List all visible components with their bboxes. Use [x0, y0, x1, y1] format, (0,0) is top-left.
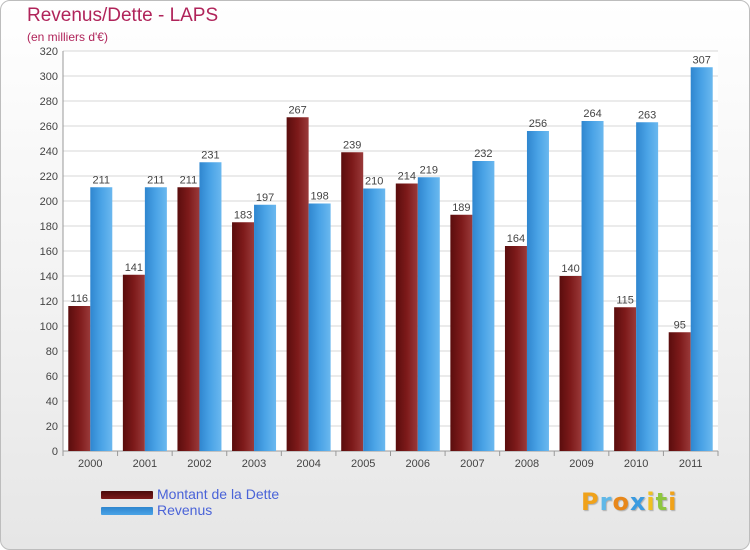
x-tick-label: 2000 [78, 458, 102, 470]
bar-debt-2001 [122, 274, 145, 451]
y-tick-label: 300 [40, 71, 58, 83]
data-label-debt: 164 [507, 233, 525, 245]
bar-revenue-2002 [199, 162, 222, 451]
bar-debt-2011 [668, 332, 691, 451]
x-tick-label: 2005 [351, 458, 375, 470]
y-tick-label: 240 [40, 146, 58, 158]
data-label-revenue: 232 [474, 148, 492, 160]
bar-debt-2005 [341, 152, 364, 451]
bar-debt-2000 [68, 306, 91, 451]
y-tick-label: 220 [40, 171, 58, 183]
data-label-debt: 189 [452, 202, 470, 214]
legend-swatch-debt [101, 491, 153, 499]
y-tick-label: 0 [52, 446, 58, 458]
x-tick-label: 2007 [460, 458, 484, 470]
data-label-debt: 214 [398, 171, 416, 183]
bar-revenue-2005 [363, 188, 386, 451]
bar-debt-2007 [450, 214, 473, 451]
brand-letter: i [646, 488, 656, 516]
chart-subtitle: (en milliers d'€) [27, 30, 108, 44]
data-label-debt: 267 [288, 104, 306, 116]
brand-letter: r [599, 488, 613, 516]
data-label-debt: 116 [71, 293, 89, 305]
legend-label-revenue: Revenus [157, 502, 213, 518]
bar-debt-2010 [614, 307, 637, 451]
brand-letter: i [668, 488, 678, 516]
data-label-debt: 183 [234, 209, 252, 221]
bar-revenue-2001 [144, 187, 167, 451]
y-tick-label: 180 [40, 221, 58, 233]
brand-letter: x [629, 488, 647, 516]
y-tick-label: 40 [46, 396, 58, 408]
bar-debt-2003 [232, 222, 255, 451]
bar-revenue-2009 [581, 121, 604, 451]
y-tick-label: 120 [40, 296, 58, 308]
data-label-revenue: 198 [310, 191, 328, 203]
chart-title: Revenus/Dette - LAPS [27, 5, 219, 26]
y-tick-label: 260 [40, 121, 58, 133]
y-tick-label: 140 [40, 271, 58, 283]
bar-debt-2004 [286, 117, 309, 451]
y-tick-label: 100 [40, 321, 58, 333]
x-tick-label: 2006 [406, 458, 430, 470]
bar-revenue-2003 [254, 204, 277, 451]
legend-swatch-revenue [101, 507, 153, 515]
data-label-revenue: 211 [93, 174, 111, 186]
data-label-debt: 115 [616, 294, 634, 306]
data-label-debt: 95 [674, 319, 686, 331]
data-label-revenue: 264 [583, 108, 601, 120]
x-tick-label: 2009 [569, 458, 593, 470]
bar-revenue-2006 [417, 177, 440, 451]
bar-revenue-2011 [690, 67, 713, 451]
data-label-revenue: 210 [365, 176, 383, 188]
brand-letter: P [581, 488, 600, 516]
x-tick-label: 2008 [515, 458, 539, 470]
bar-revenue-2000 [90, 187, 113, 451]
data-label-revenue: 263 [638, 109, 656, 121]
bar-debt-2008 [504, 246, 527, 451]
data-label-revenue: 219 [420, 164, 438, 176]
x-tick-label: 2004 [296, 458, 320, 470]
bar-revenue-2008 [526, 131, 549, 451]
y-tick-label: 280 [40, 96, 58, 108]
bar-debt-2009 [559, 276, 582, 451]
data-label-debt: 140 [561, 263, 579, 275]
bar-revenue-2004 [308, 203, 331, 451]
bar-debt-2006 [395, 183, 418, 451]
y-tick-label: 60 [46, 371, 58, 383]
x-tick-label: 2010 [624, 458, 648, 470]
data-label-revenue: 197 [256, 192, 274, 204]
data-label-debt: 239 [343, 139, 361, 151]
data-label-debt: 211 [180, 174, 198, 186]
bar-revenue-2007 [472, 161, 495, 451]
data-label-debt: 141 [125, 262, 143, 274]
y-tick-label: 80 [46, 346, 58, 358]
data-label-revenue: 307 [693, 54, 711, 66]
x-tick-label: 2003 [242, 458, 266, 470]
y-tick-label: 160 [40, 246, 58, 258]
data-label-revenue: 256 [529, 118, 547, 130]
y-tick-label: 20 [46, 421, 58, 433]
brand-letter: o [612, 488, 630, 516]
data-label-revenue: 231 [201, 149, 219, 161]
x-tick-label: 2001 [133, 458, 157, 470]
y-tick-label: 320 [40, 46, 58, 58]
y-tick-label: 200 [40, 196, 58, 208]
brand-letter: t [655, 488, 669, 516]
bar-revenue-2010 [636, 122, 659, 451]
legend-label-debt: Montant de la Dette [157, 486, 280, 502]
data-label-revenue: 211 [147, 174, 165, 186]
x-tick-label: 2002 [187, 458, 211, 470]
x-tick-label: 2011 [679, 458, 703, 470]
bar-debt-2002 [177, 187, 200, 451]
brand-logo: Proxiti [581, 488, 677, 516]
